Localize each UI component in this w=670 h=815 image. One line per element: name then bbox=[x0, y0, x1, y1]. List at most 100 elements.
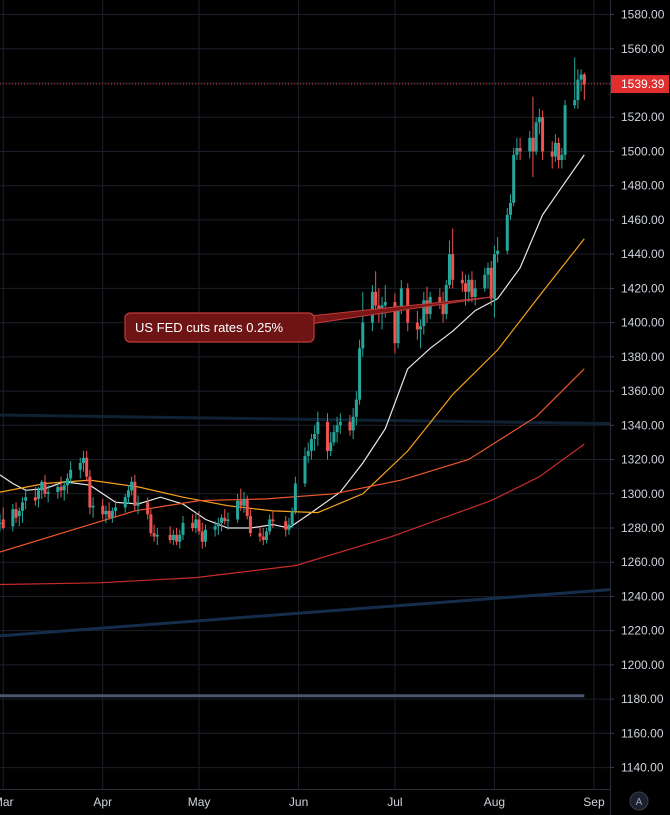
candle-body bbox=[329, 442, 333, 451]
candle-body bbox=[399, 288, 403, 309]
candle-body bbox=[444, 284, 448, 315]
candles bbox=[0, 57, 586, 549]
candle-body bbox=[422, 300, 426, 327]
candle-body bbox=[582, 74, 586, 85]
candle-body bbox=[374, 291, 378, 306]
time-tick-label: Mar bbox=[0, 795, 14, 809]
candle-body bbox=[309, 438, 313, 451]
candle-body bbox=[200, 531, 204, 542]
candle-body bbox=[579, 74, 583, 80]
auto-scale-button[interactable] bbox=[629, 791, 649, 811]
candle-body bbox=[11, 509, 15, 527]
trend-line[interactable] bbox=[0, 413, 611, 426]
candle-body bbox=[236, 500, 240, 520]
candle-body bbox=[242, 498, 246, 506]
trend-line[interactable] bbox=[0, 588, 611, 638]
candle-body bbox=[496, 250, 500, 255]
candle-body bbox=[508, 202, 512, 215]
annotation[interactable]: US FED cuts rates 0.25% bbox=[124, 296, 492, 343]
candle-body bbox=[258, 533, 262, 537]
candle-body bbox=[528, 137, 532, 152]
candle-body bbox=[0, 522, 2, 524]
candle-body bbox=[268, 519, 272, 532]
candle-body bbox=[492, 254, 496, 299]
candle-body bbox=[155, 534, 159, 537]
candle-body bbox=[358, 348, 362, 400]
price-tick-label: 1380.00 bbox=[621, 350, 665, 364]
candle-body bbox=[1, 519, 5, 528]
annotation-box[interactable] bbox=[124, 312, 315, 343]
candle-body bbox=[239, 500, 243, 506]
candle-body bbox=[489, 267, 493, 299]
candle-body bbox=[175, 534, 179, 542]
price-tick-label: 1480.00 bbox=[621, 179, 665, 193]
price-tick-label: 1240.00 bbox=[621, 589, 665, 603]
candle-body bbox=[220, 517, 224, 523]
candle-body bbox=[419, 326, 423, 330]
candle-body bbox=[110, 510, 114, 518]
candle-body bbox=[573, 100, 577, 106]
candle-body bbox=[518, 148, 522, 152]
price-tick-label: 1220.00 bbox=[621, 624, 665, 638]
price-tick-label: 1260.00 bbox=[621, 555, 665, 569]
candle-body bbox=[470, 279, 474, 297]
candle-body bbox=[483, 274, 487, 289]
candle-body bbox=[438, 296, 442, 303]
candle-body bbox=[248, 516, 252, 534]
price-tick-label: 1400.00 bbox=[621, 316, 665, 330]
candle-body bbox=[576, 79, 580, 101]
candle-body bbox=[537, 117, 541, 123]
candle-body bbox=[24, 497, 28, 501]
trend-lines[interactable] bbox=[0, 413, 611, 698]
candle-body bbox=[534, 122, 538, 152]
candle-body bbox=[181, 522, 185, 535]
candle-body bbox=[464, 283, 468, 292]
candle-body bbox=[149, 514, 153, 534]
candle-body bbox=[303, 456, 307, 484]
candle-body bbox=[396, 308, 400, 344]
moving-average-line bbox=[0, 368, 585, 553]
candle-body bbox=[56, 486, 60, 493]
candle-body bbox=[563, 105, 567, 155]
candle-body bbox=[14, 509, 18, 518]
candle-body bbox=[85, 457, 89, 477]
time-tick-label: Jul bbox=[387, 795, 402, 809]
candle-body bbox=[123, 497, 127, 508]
candle-body bbox=[515, 148, 519, 155]
candle-body bbox=[447, 254, 451, 285]
candle-body bbox=[425, 300, 429, 315]
candle-body bbox=[168, 534, 172, 540]
candle-body bbox=[348, 421, 352, 431]
candle-body bbox=[17, 510, 21, 517]
price-tick-label: 1580.00 bbox=[621, 8, 665, 22]
candle-body bbox=[65, 478, 69, 486]
price-tick-label: 1160.00 bbox=[621, 726, 664, 740]
candle-body bbox=[78, 462, 82, 470]
candle-body bbox=[216, 522, 220, 527]
price-tick-label: 1500.00 bbox=[621, 144, 665, 158]
candle-body bbox=[290, 510, 294, 525]
candle-body bbox=[191, 522, 195, 528]
candle-body bbox=[354, 399, 358, 417]
candle-body bbox=[338, 421, 342, 426]
candle-body bbox=[287, 524, 291, 530]
candle-body bbox=[415, 322, 419, 330]
candle-body bbox=[245, 498, 249, 517]
candle-body bbox=[541, 117, 545, 152]
candle-body bbox=[20, 502, 24, 511]
moving-average-line bbox=[0, 443, 585, 586]
candle-body bbox=[88, 476, 92, 508]
candle-body bbox=[335, 425, 339, 433]
candle-body bbox=[313, 433, 317, 439]
candle-body bbox=[531, 137, 535, 152]
price-tick-label: 1140.00 bbox=[621, 761, 664, 775]
candle-body bbox=[69, 469, 73, 479]
candle-body bbox=[560, 154, 564, 161]
candle-body bbox=[505, 214, 509, 251]
candle-body bbox=[226, 519, 230, 522]
price-tick-label: 1280.00 bbox=[621, 521, 665, 535]
candle-body bbox=[194, 519, 198, 528]
